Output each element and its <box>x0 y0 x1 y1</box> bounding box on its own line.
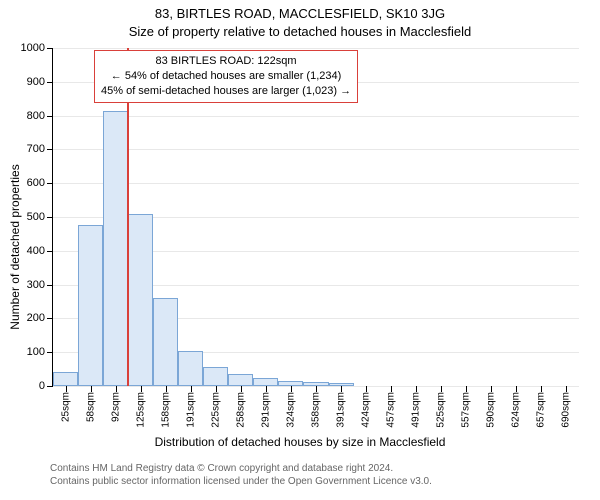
y-tick-label: 700 <box>11 143 45 155</box>
y-tick <box>47 48 53 49</box>
gridline <box>53 48 579 49</box>
y-tick-label: 800 <box>11 110 45 122</box>
x-tick-label: 158sqm <box>160 392 171 428</box>
x-tick-label: 424sqm <box>361 392 372 428</box>
y-tick-label: 300 <box>11 279 45 291</box>
y-tick <box>47 251 53 252</box>
y-tick <box>47 116 53 117</box>
y-tick <box>47 352 53 353</box>
y-tick-label: 0 <box>11 380 45 392</box>
y-tick-label: 400 <box>11 245 45 257</box>
histogram-bar <box>128 214 153 386</box>
gridline <box>53 116 579 117</box>
y-tick <box>47 285 53 286</box>
x-tick-label: 358sqm <box>311 392 322 428</box>
x-tick-label: 590sqm <box>486 392 497 428</box>
x-tick-label: 92sqm <box>110 392 121 422</box>
y-tick <box>47 82 53 83</box>
histogram-bar <box>178 351 203 386</box>
x-tick-label: 258sqm <box>235 392 246 428</box>
callout-line: 45% of semi-detached houses are larger (… <box>101 84 351 99</box>
gridline <box>53 149 579 150</box>
x-tick-label: 225sqm <box>210 392 221 428</box>
chart-title: Size of property relative to detached ho… <box>0 24 600 39</box>
license-line-2: Contains public sector information licen… <box>50 475 432 488</box>
license-footer: Contains HM Land Registry data © Crown c… <box>50 462 432 488</box>
y-tick <box>47 318 53 319</box>
x-tick-label: 557sqm <box>461 392 472 428</box>
y-tick <box>47 183 53 184</box>
y-tick <box>47 217 53 218</box>
histogram-bar <box>228 374 253 386</box>
histogram-bar <box>53 372 78 386</box>
x-tick-label: 25sqm <box>60 392 71 422</box>
callout-line: 83 BIRTLES ROAD: 122sqm <box>101 54 351 69</box>
x-tick-label: 324sqm <box>285 392 296 428</box>
x-tick-label: 690sqm <box>561 392 572 428</box>
x-tick-label: 125sqm <box>135 392 146 428</box>
x-tick-label: 525sqm <box>436 392 447 428</box>
y-tick-label: 600 <box>11 177 45 189</box>
x-tick-label: 291sqm <box>260 392 271 428</box>
y-tick-label: 1000 <box>11 42 45 54</box>
histogram-bar <box>78 225 103 386</box>
property-callout: 83 BIRTLES ROAD: 122sqm← 54% of detached… <box>94 50 358 103</box>
histogram-bar <box>203 367 228 386</box>
y-tick <box>47 149 53 150</box>
y-tick-label: 900 <box>11 76 45 88</box>
x-tick-label: 58sqm <box>85 392 96 422</box>
x-axis-label: Distribution of detached houses by size … <box>0 435 600 449</box>
y-tick-label: 500 <box>11 211 45 223</box>
y-tick-label: 100 <box>11 346 45 358</box>
y-tick <box>47 386 53 387</box>
chart-supertitle: 83, BIRTLES ROAD, MACCLESFIELD, SK10 3JG <box>0 6 600 21</box>
x-tick-label: 491sqm <box>411 392 422 428</box>
histogram-bar <box>153 298 178 386</box>
histogram-bar <box>253 378 278 386</box>
x-tick-label: 657sqm <box>536 392 547 428</box>
callout-line: ← 54% of detached houses are smaller (1,… <box>101 69 351 84</box>
license-line-1: Contains HM Land Registry data © Crown c… <box>50 462 432 475</box>
gridline <box>53 183 579 184</box>
x-tick-label: 391sqm <box>336 392 347 428</box>
x-tick-label: 457sqm <box>386 392 397 428</box>
y-tick-label: 200 <box>11 312 45 324</box>
histogram-bar <box>103 111 128 386</box>
x-tick-label: 624sqm <box>511 392 522 428</box>
x-tick-label: 191sqm <box>185 392 196 428</box>
